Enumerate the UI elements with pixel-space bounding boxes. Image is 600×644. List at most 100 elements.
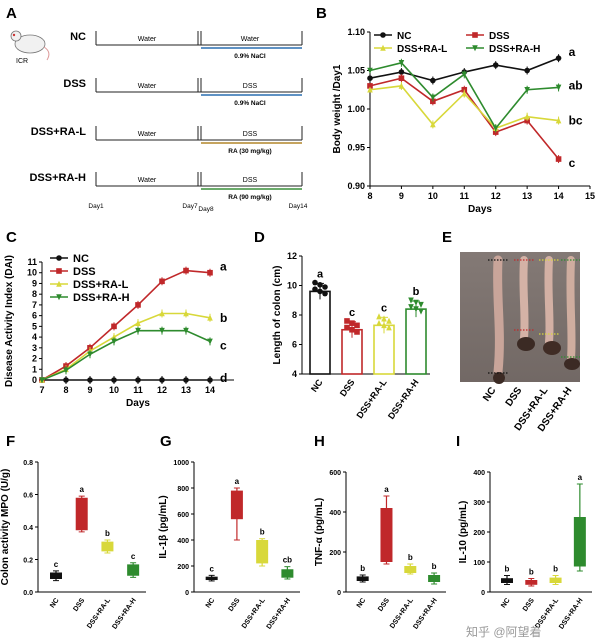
box: [428, 575, 441, 582]
y-tick-label: 0.0: [23, 590, 33, 597]
x-tick-label: 14: [205, 385, 215, 395]
body-weight-chart: 8 9 10 11 12 13 14 15 0.90 0.95 1.00 1.05 1.10 Days Bo…: [332, 27, 595, 215]
phase2-label: Water: [241, 36, 260, 43]
data-point: [524, 113, 530, 120]
data-point: [376, 319, 382, 326]
x-tick-label: DSS+RA-H: [412, 597, 438, 630]
x-tick-label: 11: [133, 385, 143, 395]
significance-letter: b: [360, 564, 365, 573]
phase1-label: Water: [138, 83, 157, 90]
panel-c: C 7 8 9 10 11 12 13 1401234567891011DaysDisease…: [4, 229, 234, 409]
data-point: [380, 32, 386, 38]
significance-letter: c: [209, 564, 214, 573]
y-tick-label: 8: [32, 289, 37, 299]
significance-letter: c: [381, 302, 387, 314]
box: [256, 540, 269, 564]
data-point: [183, 377, 189, 383]
data-point: [135, 319, 141, 326]
significance-letter: b: [105, 529, 110, 538]
treatment-label: 0.9% NaCl: [234, 100, 266, 107]
phase1-label: Water: [138, 131, 157, 138]
panel-f-letter: F: [6, 433, 15, 450]
data-point: [367, 67, 373, 74]
box: [573, 517, 586, 567]
y-tick-label: 0: [185, 590, 189, 597]
significance-letter: b: [529, 568, 534, 577]
data-point: [461, 71, 468, 78]
day-label: Day8: [198, 206, 214, 213]
y-tick-label: 0: [337, 590, 341, 597]
panel-f: F 0.0 0.2 0.4 0.6 0.8 Colon activity MPO (U/g…: [0, 433, 146, 631]
colon-length-chart: 4 6 8 10 12 Length of colon (cm) a NC c DSS c DSS+R…: [272, 251, 430, 421]
box: [356, 576, 369, 581]
data-point: [398, 75, 405, 81]
x-tick-label: 9: [399, 191, 404, 201]
significance-letter: a: [79, 485, 84, 494]
phase2-label: DSS: [243, 83, 258, 90]
data-point: [207, 314, 213, 321]
x-tick-label: 10: [109, 385, 119, 395]
data-point: [524, 86, 530, 94]
data-point: [349, 326, 355, 333]
significance-letter: a: [317, 268, 324, 280]
data-point: [492, 125, 499, 132]
x-tick-label: NC: [205, 597, 217, 609]
data-point: [472, 32, 478, 38]
data-point: [344, 318, 350, 324]
box: [404, 566, 417, 573]
data-point: [398, 60, 405, 67]
data-point: [367, 86, 373, 93]
colon-photo: [460, 252, 580, 384]
y-tick-label: 1000: [173, 460, 189, 467]
x-tick-label: DSS+RA-L: [241, 597, 267, 630]
significance-letter: b: [505, 565, 510, 574]
data-point: [344, 324, 350, 331]
data-point: [524, 67, 530, 74]
legend-label: DSS: [489, 31, 510, 42]
significance-letter: b: [413, 286, 420, 298]
panel-i: I 0 100 200 300 400 IL-10 (pg/mL) b NC b DSS b DSS+…: [456, 433, 592, 631]
box: [281, 569, 294, 578]
x-tick-label: DSS+RA-L: [389, 597, 415, 630]
significance-letter: c: [54, 560, 59, 569]
phase1-label: Water: [138, 177, 157, 184]
il1b-chart: 0 200 400 600 800 1000 IL-1β (pg/mL) c NC a DSS b DS…: [158, 460, 300, 631]
data-point: [398, 82, 405, 89]
significance-letter: b: [553, 565, 558, 574]
x-tick-label: 12: [491, 191, 501, 201]
y-tick-label: 100: [473, 560, 485, 567]
data-point: [398, 69, 405, 75]
data-point: [322, 290, 328, 297]
day-label: Day14: [289, 203, 308, 210]
data-point: [354, 329, 360, 335]
legend-label: DSS+RA-H: [73, 292, 130, 304]
x-tick-label: 10: [428, 191, 438, 201]
y-tick-label: 600: [329, 470, 341, 477]
y-axis-label: Length of colon (cm): [272, 266, 283, 365]
y-tick-label: 1.00: [347, 104, 365, 114]
data-point: [312, 286, 318, 293]
significance-letter: b: [408, 553, 413, 562]
data-point: [430, 94, 436, 101]
significance-letter: a: [384, 485, 389, 494]
data-point: [386, 324, 392, 331]
data-point: [63, 367, 69, 374]
data-point: [159, 327, 165, 334]
phase2-label: DSS: [243, 131, 258, 138]
data-point: [430, 121, 436, 128]
significance-letter: b: [260, 528, 265, 537]
significance-letter: ab: [569, 78, 583, 92]
data-point: [472, 45, 478, 52]
significance-letter: a: [578, 473, 583, 482]
box: [549, 577, 562, 583]
panel-e-letter: E: [442, 229, 452, 246]
x-tick-label: DSS+RA-H: [386, 377, 421, 421]
y-axis-label: Body weight /Day1: [332, 64, 343, 153]
box: [205, 576, 218, 581]
data-point: [183, 267, 189, 274]
data-point: [183, 327, 189, 334]
y-tick-label: 8: [292, 310, 297, 320]
panel-d-letter: D: [254, 229, 265, 246]
tnfa-chart: 0 200 400 600 TNF-α (pg/mL) b NC a DSS b DSS+RA-L b…: [314, 470, 446, 631]
